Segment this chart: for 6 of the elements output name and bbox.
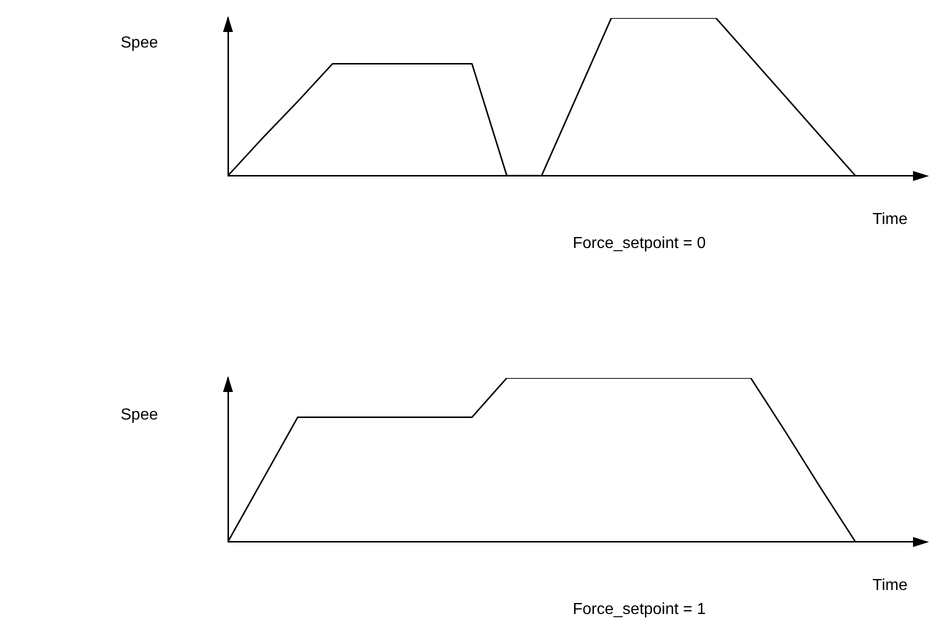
x-axis-title: Time <box>872 211 908 228</box>
x-axis-title: Time <box>872 577 908 594</box>
text: Force_setpoint = 0 <box>572 235 706 252</box>
y-axis-title: Spee <box>120 34 158 52</box>
y-axis-title: Spee <box>120 406 158 424</box>
text: Force_setpoint = 1 <box>572 601 706 618</box>
